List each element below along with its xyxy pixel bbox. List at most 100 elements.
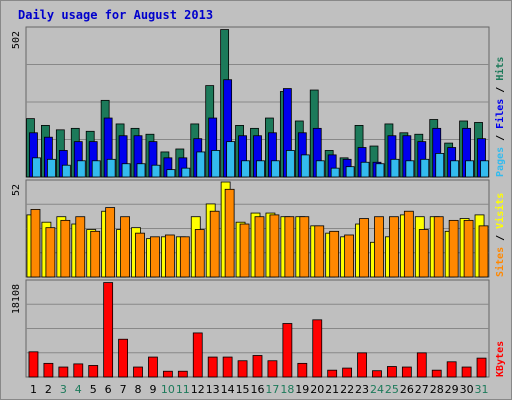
x-tick-label-day-29: 29: [445, 383, 459, 396]
bar-pages-day-12: [196, 151, 206, 178]
bar-sites-day-11: [179, 236, 190, 278]
x-tick-label-day-2: 2: [45, 383, 52, 396]
bar-pages-day-11: [181, 167, 191, 178]
bar-pages-day-26: [405, 160, 415, 178]
x-tick-label-day-25: 25: [385, 383, 399, 396]
bar-pages-day-19: [300, 154, 310, 178]
bar-pages-day-24: [375, 163, 385, 178]
panel-hits-files-pages: 502 Pages / Files / Hits: [11, 26, 506, 178]
bar-kbytes-day-16: [252, 355, 263, 378]
bar-sites-day-20: [314, 225, 325, 278]
x-tick-label-day-7: 7: [120, 383, 127, 396]
x-tick-label-day-21: 21: [325, 383, 339, 396]
bar-kbytes-day-14: [222, 356, 233, 378]
bar-kbytes-day-24: [372, 370, 382, 378]
bar-pages-day-13: [211, 150, 221, 178]
legend-hits-files-pages: Pages / Files / Hits: [494, 57, 506, 177]
y-max-label: 18108: [11, 284, 22, 314]
bar-kbytes-day-7: [118, 338, 128, 378]
bar-pages-day-20: [315, 160, 325, 178]
bar-pages-day-25: [390, 158, 400, 178]
bar-pages-day-2: [47, 158, 56, 178]
bar-sites-day-7: [120, 216, 130, 278]
y-max-label: 502: [11, 31, 22, 49]
legend-kbytes: KBytes: [495, 341, 506, 377]
bar-sites-day-18: [284, 216, 295, 278]
x-tick-label-day-5: 5: [90, 383, 97, 396]
x-tick-label-day-27: 27: [415, 383, 429, 396]
x-tick-label-day-16: 16: [251, 383, 265, 396]
bar-sites-day-12: [194, 229, 205, 278]
bar-sites-day-9: [150, 236, 160, 278]
bar-kbytes-day-21: [327, 369, 338, 378]
bar-kbytes-day-27: [416, 352, 427, 378]
x-tick-label-day-31: 31: [475, 383, 489, 396]
x-tick-label-day-15: 15: [236, 383, 250, 396]
bar-pages-day-23: [360, 161, 370, 178]
bar-kbytes-day-22: [342, 367, 353, 378]
bar-pages-day-30: [465, 160, 474, 178]
bar-kbytes-day-3: [58, 366, 69, 378]
bar-kbytes-day-11: [177, 370, 188, 378]
x-tick-label-day-26: 26: [400, 383, 414, 396]
x-tick-label-day-9: 9: [149, 383, 156, 396]
bar-pages-day-14: [226, 141, 236, 178]
bar-kbytes-day-28: [431, 369, 442, 378]
bar-sites-day-25: [389, 216, 399, 278]
bar-pages-day-15: [241, 160, 250, 178]
bar-kbytes-day-4: [73, 363, 84, 378]
x-tick-label-day-17: 17: [265, 383, 279, 396]
bar-sites-day-30: [463, 219, 474, 278]
x-tick-label-day-24: 24: [370, 383, 384, 396]
bar-sites-day-13: [209, 210, 220, 278]
x-tick-label-day-14: 14: [221, 383, 235, 396]
x-tick-label-day-23: 23: [355, 383, 369, 396]
legend-item-files: Files: [494, 99, 506, 129]
x-tick-label-day-4: 4: [75, 383, 82, 396]
bar-sites-day-27: [418, 229, 429, 278]
x-tick-label-day-12: 12: [191, 383, 205, 396]
bar-kbytes-day-23: [357, 352, 367, 378]
x-tick-label-day-20: 20: [310, 383, 324, 396]
bar-sites-day-2: [45, 227, 56, 278]
bar-kbytes-day-18: [282, 323, 293, 378]
panels-layer: 502 Pages / Files / Hits 52 Sites / Visits 1…: [11, 26, 506, 378]
y-max-label: 52: [11, 184, 22, 196]
bar-kbytes-day-1: [28, 351, 39, 378]
bar-pages-day-29: [450, 160, 460, 178]
bar-pages-day-27: [420, 158, 430, 178]
legend-item-hits: Hits: [494, 57, 506, 81]
legend-item-kbytes: KBytes: [495, 341, 506, 377]
bar-pages-day-31: [480, 160, 489, 178]
bar-pages-day-22: [345, 166, 355, 178]
bar-pages-day-6: [106, 158, 116, 178]
panel-kbytes: 18108 KBytes: [11, 279, 506, 378]
bar-sites-day-17: [269, 214, 280, 278]
bar-kbytes-day-5: [88, 365, 99, 378]
bar-sites-day-4: [75, 216, 86, 278]
bar-kbytes-day-26: [401, 366, 412, 378]
bar-pages-day-10: [166, 169, 176, 178]
bar-kbytes-day-30: [461, 366, 472, 378]
legend-visits-sites: Sites / Visits: [494, 193, 506, 277]
bar-sites-day-3: [60, 219, 71, 278]
x-tick-label-day-10: 10: [161, 383, 175, 396]
bar-sites-day-21: [329, 230, 340, 278]
bar-sites-day-22: [344, 234, 355, 278]
bar-pages-day-7: [121, 163, 131, 178]
bar-sites-day-15: [239, 223, 250, 278]
chart-title: Daily usage for August 2013: [18, 8, 213, 22]
bar-pages-day-5: [91, 160, 101, 178]
bar-sites-day-10: [164, 234, 175, 278]
bar-kbytes-day-6: [103, 282, 114, 378]
legend-item-sites: Sites: [494, 247, 506, 277]
x-tick-label-day-11: 11: [176, 383, 190, 396]
x-tick-label-day-28: 28: [430, 383, 444, 396]
bar-kbytes-day-2: [43, 362, 54, 378]
bar-sites-day-24: [374, 216, 384, 278]
x-axis-labels: 1 2 3 4 5 6 7 8 9 10 11 12 13 14 15 16 17 18 19 20 21 22 23 24 2…: [30, 383, 489, 396]
bar-kbytes-day-20: [312, 319, 323, 378]
legend-item-visits: Visits: [494, 193, 506, 229]
x-tick-label-day-3: 3: [60, 383, 67, 396]
